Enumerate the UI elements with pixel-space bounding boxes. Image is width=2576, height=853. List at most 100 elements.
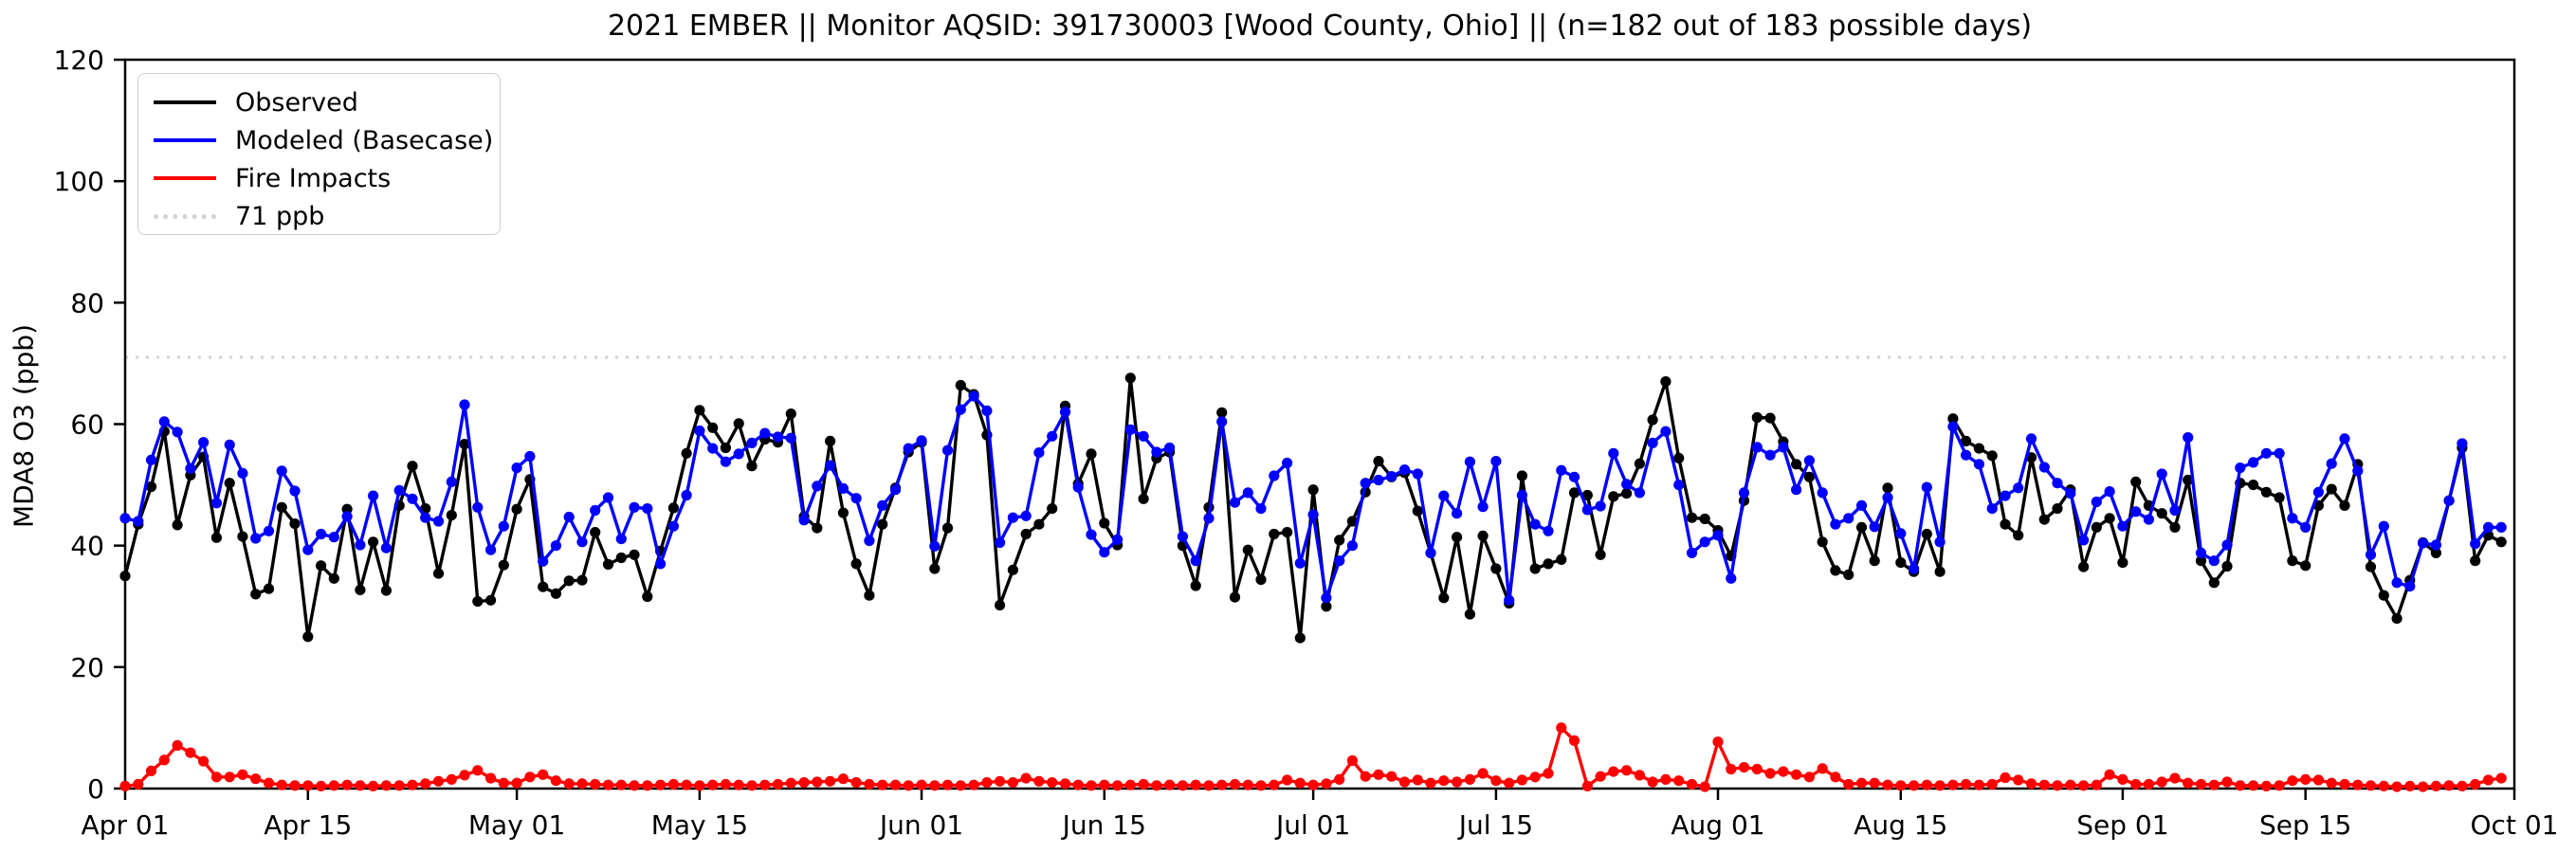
observed-point xyxy=(2208,577,2220,589)
fire-impacts-point xyxy=(563,778,575,789)
modeled-basecase-point xyxy=(1791,484,1802,496)
observed-point xyxy=(1255,574,1267,586)
fire-impacts-point xyxy=(1346,754,1358,767)
modeled-basecase-point xyxy=(2078,535,2090,546)
modeled-basecase-point xyxy=(1986,503,1998,515)
modeled-basecase-point xyxy=(812,481,823,492)
modeled-basecase-point xyxy=(1346,540,1358,552)
modeled-basecase-point xyxy=(420,512,431,523)
legend-box: Observed Modeled (Basecase) Fire Impacts 71… xyxy=(137,73,501,235)
modeled-basecase-point xyxy=(850,493,862,504)
fire-impacts-point xyxy=(1504,777,1515,789)
modeled-basecase-point xyxy=(1373,474,1384,486)
modeled-basecase-point xyxy=(1216,416,1228,427)
observed-point xyxy=(276,501,287,513)
y-tick-label: 80 xyxy=(70,287,104,318)
observed-point xyxy=(1464,608,1475,620)
modeled-basecase-point xyxy=(1086,529,1097,540)
observed-point xyxy=(1529,563,1541,574)
fire-impacts-point xyxy=(302,780,314,791)
modeled-basecase-point xyxy=(237,467,248,479)
observed-point xyxy=(2038,514,2050,525)
fire-impacts-point xyxy=(2260,780,2272,792)
fire-impacts-point xyxy=(916,779,927,790)
fire-impacts-point xyxy=(2312,774,2324,786)
observed-point xyxy=(929,563,941,574)
modeled-basecase-point xyxy=(550,540,562,552)
fire-impacts-point xyxy=(1438,775,1450,787)
modeled-basecase-point xyxy=(746,437,758,448)
fire-impacts-point xyxy=(524,771,536,783)
fire-impacts-point xyxy=(1712,736,1724,748)
observed-point xyxy=(1282,527,1293,538)
fire-impacts-point xyxy=(2078,780,2090,791)
modeled-basecase-point xyxy=(916,435,927,446)
fire-impacts-point xyxy=(407,779,418,790)
fire-impacts-point xyxy=(2183,777,2194,789)
modeled-basecase-point xyxy=(1817,487,1828,499)
modeled-basecase-point xyxy=(2443,495,2455,506)
fire-impacts-point xyxy=(328,780,339,791)
fire-impacts-point xyxy=(1360,771,1371,782)
fire-impacts-point xyxy=(1529,771,1541,783)
observed-point xyxy=(1047,503,1058,515)
observed-point xyxy=(472,596,484,608)
fire-impacts-point xyxy=(1895,780,1907,791)
fire-impacts-point xyxy=(1177,780,1188,791)
observed-point xyxy=(1699,513,1710,525)
fire-impacts-point xyxy=(1921,779,1932,790)
modeled-basecase-point xyxy=(1803,455,1815,466)
fire-impacts-point xyxy=(1255,780,1267,791)
modeled-basecase-point xyxy=(380,542,392,554)
modeled-basecase-point xyxy=(1307,509,1319,520)
observed-point xyxy=(432,568,445,579)
observed-point xyxy=(302,631,314,643)
fire-impacts-point xyxy=(837,773,850,785)
fire-impacts-point xyxy=(1882,779,1893,790)
observed-point xyxy=(629,549,640,560)
observed-point xyxy=(2391,613,2402,625)
legend-item-0: Observed xyxy=(154,83,500,121)
observed-point xyxy=(1099,517,1110,529)
observed-point xyxy=(1229,591,1241,603)
modeled-basecase-point xyxy=(1072,481,1084,493)
observed-point xyxy=(263,583,275,594)
modeled-basecase-point xyxy=(2365,549,2377,560)
observed-point xyxy=(1855,521,1868,534)
x-tick-label: Jul 01 xyxy=(1274,809,1350,841)
fire-impacts-point xyxy=(263,777,275,789)
observed-point xyxy=(837,507,850,518)
modeled-basecase-point xyxy=(2195,547,2207,559)
modeled-basecase-point xyxy=(2326,458,2337,469)
modeled-basecase-point xyxy=(590,504,601,517)
modeled-basecase-point xyxy=(1477,501,1489,513)
fire-impacts-point xyxy=(289,780,301,791)
modeled-basecase-point xyxy=(2169,504,2181,517)
observed-point xyxy=(1007,564,1018,575)
modeled-basecase-point xyxy=(941,445,954,456)
modeled-basecase-point xyxy=(1699,536,1710,548)
modeled-basecase-point xyxy=(1203,513,1215,524)
observed-point xyxy=(576,574,588,586)
x-tick-label: Jun 01 xyxy=(878,809,963,841)
observed-point xyxy=(1621,488,1633,499)
modeled-basecase-point xyxy=(1269,470,1280,481)
modeled-basecase-point xyxy=(407,493,418,504)
modeled-basecase-point xyxy=(511,463,522,474)
x-tick-label: May 15 xyxy=(651,809,748,841)
modeled-basecase-point xyxy=(328,532,339,543)
modeled-basecase-point xyxy=(2221,539,2233,551)
fire-impacts-point xyxy=(316,780,327,792)
fire-impacts-point xyxy=(1751,763,1763,775)
legend-swatch-icon xyxy=(154,213,216,219)
fire-impacts-point xyxy=(1660,773,1672,786)
fire-impacts-point xyxy=(484,772,497,784)
modeled-basecase-point xyxy=(2339,433,2350,445)
fire-impacts-point xyxy=(1373,769,1384,780)
fire-impacts-point xyxy=(2418,781,2429,792)
observed-point xyxy=(328,572,339,584)
modeled-basecase-point xyxy=(2248,457,2259,468)
fire-impacts-point xyxy=(1412,774,1423,786)
observed-point xyxy=(2130,476,2142,487)
